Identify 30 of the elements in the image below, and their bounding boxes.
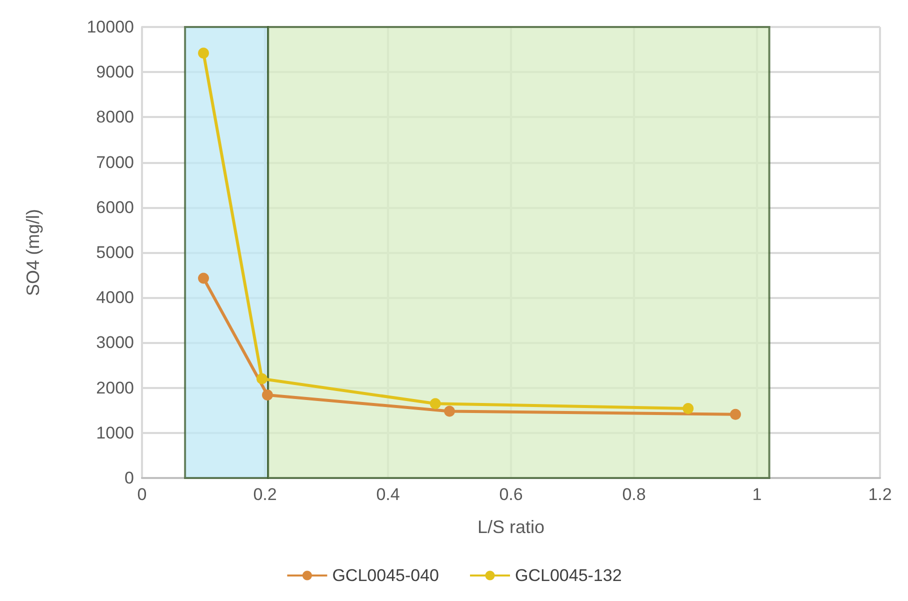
y-tick-label: 9000 xyxy=(96,62,134,82)
x-tick-label: 1.2 xyxy=(868,485,892,504)
x-axis-title: L/S ratio xyxy=(477,517,545,537)
y-tick-label: 1000 xyxy=(96,423,134,442)
point xyxy=(682,403,694,414)
y-axis-title: SO4 (mg/l) xyxy=(23,208,43,296)
x-tick-label: 0.6 xyxy=(499,485,523,504)
point xyxy=(430,398,441,410)
point xyxy=(198,272,209,284)
y-tick-label: 10000 xyxy=(86,18,134,36)
y-tick-label: 5000 xyxy=(96,243,134,262)
y-tick-label: 2000 xyxy=(96,378,134,398)
point xyxy=(198,48,209,59)
y-tick-label: 0 xyxy=(124,468,134,488)
x-tick-label: 0.2 xyxy=(253,485,277,504)
legend-label: GCL0045-040 xyxy=(332,566,440,585)
x-tick-label: 0 xyxy=(137,485,147,504)
point xyxy=(256,373,268,384)
y-tick-label: 7000 xyxy=(96,152,134,172)
y-tick-label: 8000 xyxy=(96,108,134,127)
y-tick-label: 4000 xyxy=(96,288,134,308)
legend-label: GCL0045-132 xyxy=(515,566,622,585)
y-tick-label: 6000 xyxy=(96,198,134,217)
x-tick-label: 0.8 xyxy=(622,485,646,504)
x-tick-label: 1 xyxy=(752,485,762,504)
point xyxy=(730,408,741,420)
x-tick-label: 0.4 xyxy=(376,485,400,504)
y-tick-label: 3000 xyxy=(96,333,134,352)
point xyxy=(444,406,455,417)
point xyxy=(262,390,273,401)
